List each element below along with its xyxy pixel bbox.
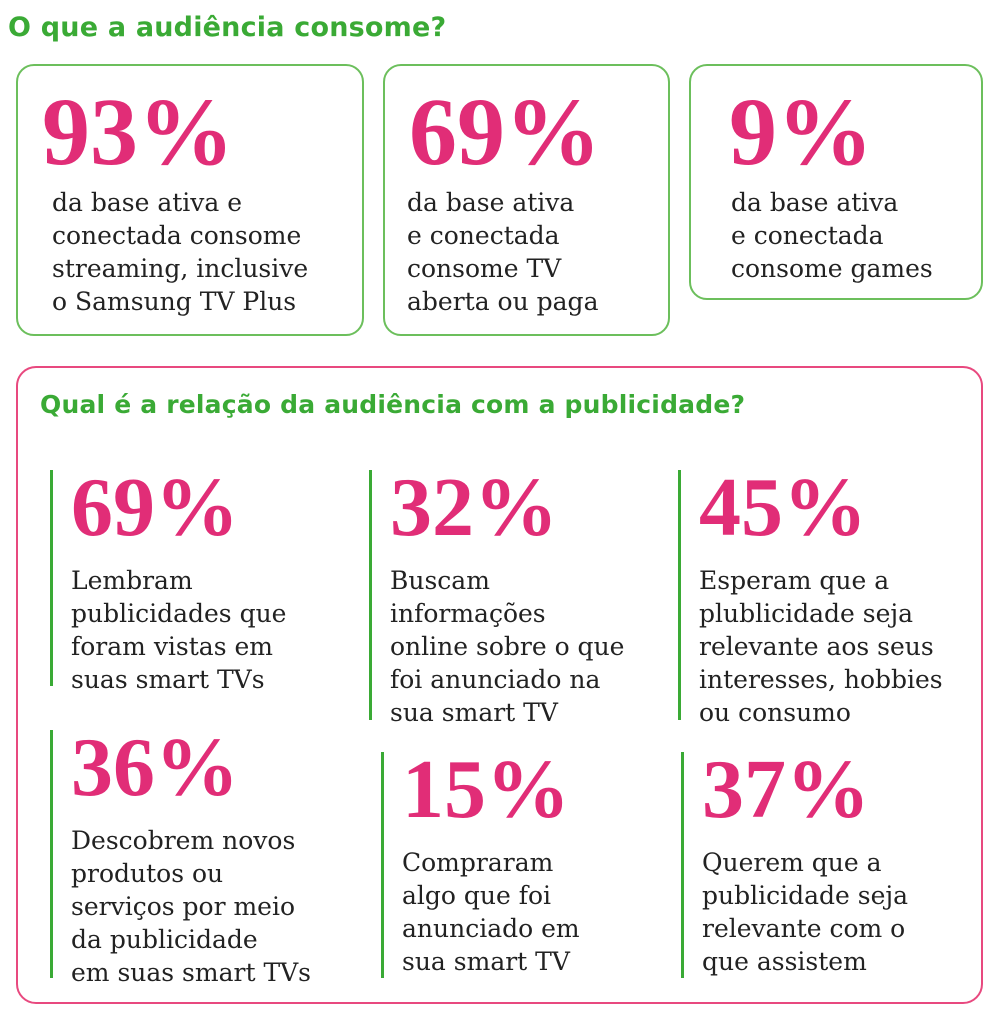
- stat-description: da base ativa e conectada consome stream…: [52, 188, 309, 316]
- stat-description: Descobrem novos produtos ou serviços por…: [71, 826, 312, 987]
- stat-value: 9%: [729, 78, 873, 185]
- ad-stat-remember: 69% Lembram publicidades que foram vista…: [50, 466, 350, 694]
- stat-description: da base ativa e conectada consome TV abe…: [407, 188, 599, 316]
- ad-stat-discover: 36% Descobrem novos produtos ou serviços…: [50, 726, 350, 987]
- section-title-consumption: O que a audiência consome?: [8, 12, 447, 43]
- stat-description: Esperam que a plublicidade seja relevant…: [699, 566, 943, 727]
- ad-stat-relevance-interests: 45% Esperam que a plublicidade seja rele…: [678, 466, 978, 727]
- stat-description: Buscam informações online sobre o que fo…: [390, 566, 625, 727]
- stat-value: 93%: [42, 78, 234, 185]
- stat-description: da base ativa e conectada consome games: [731, 188, 933, 283]
- stat-description: Querem que a publicidade seja relevante …: [702, 848, 909, 976]
- stat-value: 36%: [71, 721, 239, 814]
- ad-stat-purchased: 15% Compraram algo que foi anunciado em …: [381, 748, 671, 978]
- stat-card-streaming: 93% da base ativa e conectada consome st…: [16, 64, 364, 336]
- stat-value: 32%: [390, 461, 558, 554]
- ad-stat-relevance-content: 37% Querem que a publicidade seja releva…: [681, 748, 981, 978]
- stat-value: 69%: [71, 461, 239, 554]
- stat-description: Compraram algo que foi anunciado em sua …: [402, 848, 580, 976]
- advertising-panel: [16, 366, 983, 1004]
- stat-description: Lembram publicidades que foram vistas em…: [71, 566, 287, 694]
- stat-value: 69%: [409, 78, 601, 185]
- stat-value: 37%: [702, 743, 870, 836]
- stat-card-tv: 69% da base ativa e conectada consome TV…: [383, 64, 670, 336]
- stat-value: 45%: [699, 461, 867, 554]
- section-title-advertising: Qual é a relação da audiência com a publ…: [40, 390, 746, 419]
- ad-stat-search: 32% Buscam informações online sobre o qu…: [369, 466, 669, 727]
- stat-card-games: 9% da base ativa e conectada consome gam…: [689, 64, 983, 300]
- stat-value: 15%: [402, 743, 570, 836]
